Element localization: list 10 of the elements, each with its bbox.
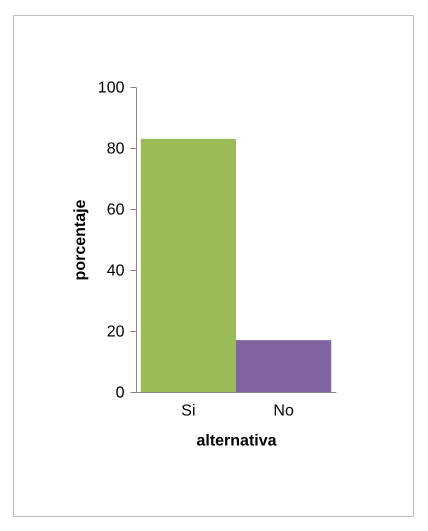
y-tick-label: 60	[106, 202, 125, 218]
y-axis-title: porcentaje	[72, 199, 89, 280]
y-tick-label: 20	[106, 324, 125, 340]
x-tick-label: Si	[181, 402, 196, 420]
x-tick-label: No	[273, 402, 294, 420]
y-tick-label: 0	[116, 384, 125, 402]
y-tick-label: 40	[106, 262, 125, 280]
x-axis-title: alternativa	[196, 432, 277, 450]
y-tick-label: 80	[106, 140, 125, 158]
y-tick-label: 100	[98, 80, 125, 96]
